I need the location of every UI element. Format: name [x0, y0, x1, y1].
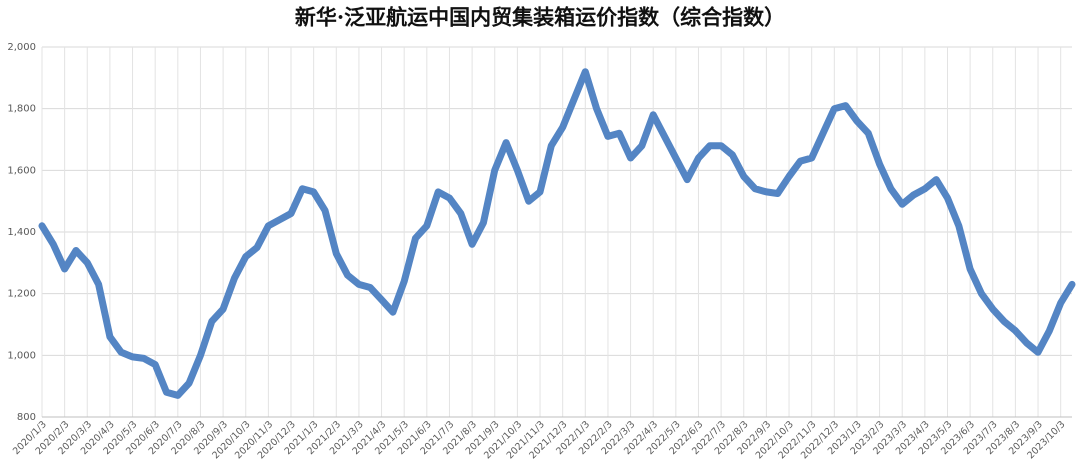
y-tick-label: 1,000 [7, 350, 36, 361]
y-tick-label: 2,000 [7, 42, 36, 53]
y-tick-label: 1,800 [7, 104, 36, 115]
y-tick-label: 1,600 [7, 165, 36, 176]
series-line [38, 68, 1076, 399]
y-tick-label: 800 [17, 412, 36, 423]
y-tick-label: 1,400 [7, 227, 36, 238]
chart-title: 新华·泛亚航运中国内贸集装箱运价指数（综合指数） [295, 5, 785, 30]
y-tick-label: 1,200 [7, 289, 36, 300]
